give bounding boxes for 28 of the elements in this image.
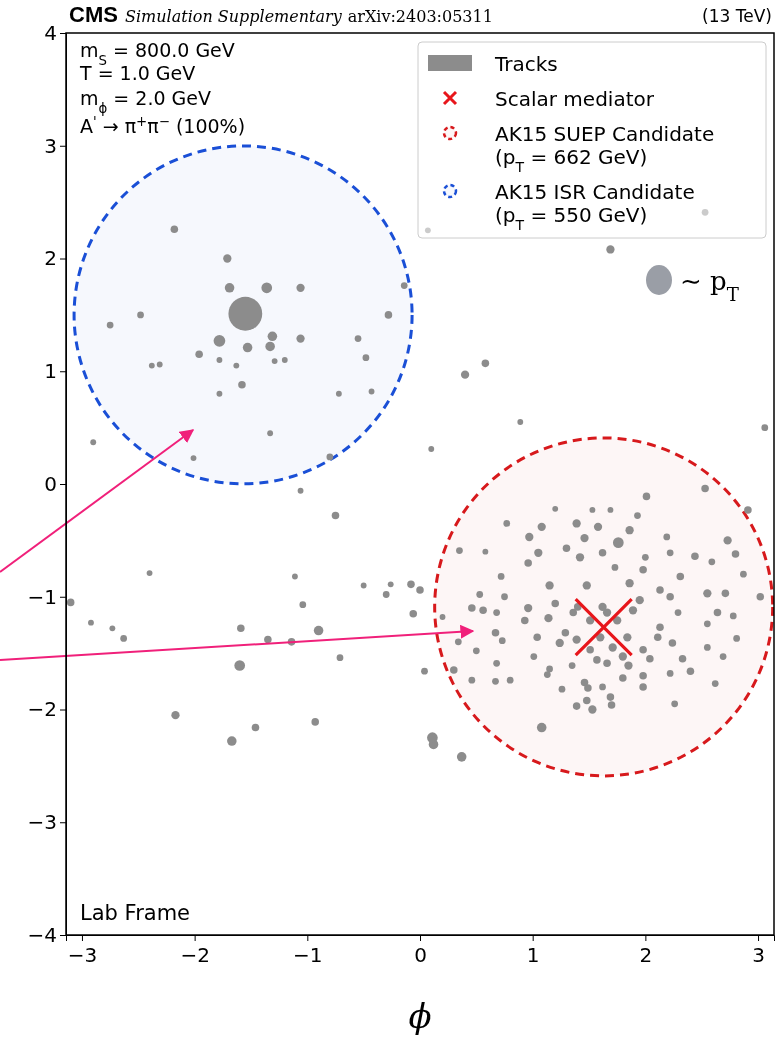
y-tick-label: −4 xyxy=(27,922,57,947)
annotation: m$_{ϕ}$ = 2.0 GeV xyxy=(80,87,211,116)
x-tick-label: −3 xyxy=(67,943,98,967)
x-tick-label: −2 xyxy=(180,943,210,967)
legend-label: Tracks xyxy=(494,52,558,76)
y-tick-label: 1 xyxy=(44,359,57,384)
y-tick-label: −2 xyxy=(27,697,57,722)
y-tick-label: 0 xyxy=(44,471,57,496)
y-tick-label: −3 xyxy=(27,810,57,835)
chart-title: CMS xyxy=(69,2,118,27)
annotation: ∼ p$_{T}$ xyxy=(680,266,739,305)
x-tick-label: −1 xyxy=(293,943,323,967)
annotation: Lab Frame xyxy=(80,901,191,925)
y-tick-label: 4 xyxy=(44,20,57,45)
x-tick-label: 1 xyxy=(526,943,540,967)
legend-label: AK15 SUEP Candidate (p$_{T}$ = 662 GeV) xyxy=(495,122,715,175)
x-axis-title: ϕ xyxy=(408,996,432,1036)
x-tick-label: 0 xyxy=(414,943,427,967)
chart-subtitle: Simulation Supplementary xyxy=(125,7,343,26)
text: arXiv:2403:05311 xyxy=(347,7,493,26)
x-tick-label: 2 xyxy=(639,943,653,967)
x-tick-label: 3 xyxy=(752,943,765,967)
legend-label: Scalar mediator xyxy=(495,87,655,111)
y-tick-label: 3 xyxy=(44,133,57,158)
legend-label: AK15 ISR Candidate (p$_{T}$ = 550 GeV) xyxy=(495,180,695,233)
text: (13 TeV) xyxy=(702,6,772,26)
y-tick-label: −1 xyxy=(27,584,57,609)
y-tick-label: 2 xyxy=(44,246,57,271)
